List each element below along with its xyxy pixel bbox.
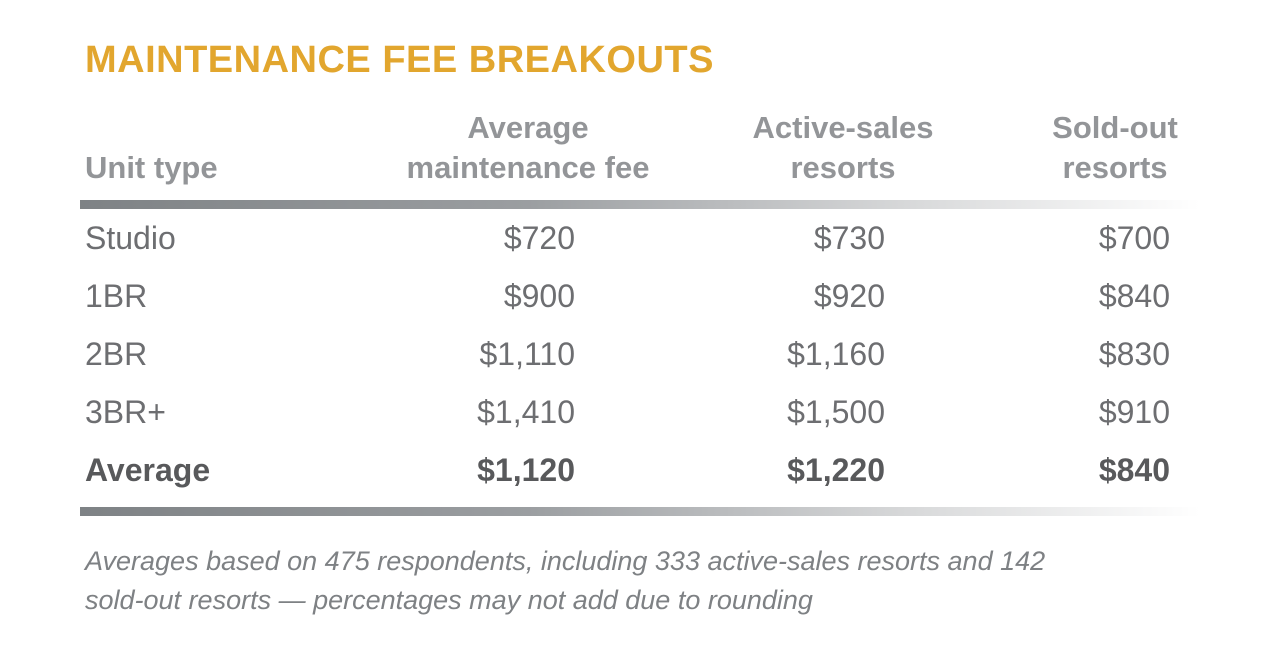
divider-rule-top bbox=[80, 200, 1200, 209]
page-title: MAINTENANCE FEE BREAKOUTS bbox=[85, 39, 714, 81]
cell-average-sold-out: $840 bbox=[1098, 451, 1170, 488]
cell-3br-plus-sold-out: $910 bbox=[1098, 393, 1170, 430]
cell-1br-active-sales: $920 bbox=[813, 277, 885, 314]
row-label-1br: 1BR bbox=[85, 277, 148, 314]
column-header-label: resorts bbox=[1062, 150, 1168, 185]
cell-studio-active-sales: $730 bbox=[813, 219, 885, 256]
column-header-label: resorts bbox=[790, 150, 896, 185]
column-header-label: maintenance fee bbox=[406, 150, 650, 185]
column-header-average-maintenance-fee: Average maintenance fee bbox=[360, 94, 650, 200]
column-header-label: Average bbox=[467, 110, 589, 145]
column-header-label: Active-sales bbox=[752, 110, 934, 145]
row-label-2br: 2BR bbox=[85, 335, 148, 372]
cell-average-active-sales: $1,220 bbox=[787, 451, 885, 488]
column-header-unit-type: Unit type bbox=[80, 134, 360, 200]
column-header-label: Sold-out bbox=[1052, 110, 1178, 145]
cell-studio-avg-fee: $720 bbox=[503, 219, 575, 256]
column-header-label: Unit type bbox=[85, 150, 218, 185]
footnote: Averages based on 475 respondents, inclu… bbox=[85, 542, 1200, 620]
row-label-studio: Studio bbox=[85, 219, 176, 256]
maintenance-fee-figure: MAINTENANCE FEE BREAKOUTS Unit type Aver… bbox=[80, 38, 1200, 620]
cell-2br-active-sales: $1,160 bbox=[787, 335, 885, 372]
cell-3br-plus-avg-fee: $1,410 bbox=[477, 393, 575, 430]
column-header-sold-out-resorts: Sold-out resorts bbox=[970, 94, 1200, 200]
fee-table: Unit type Average maintenance fee Active… bbox=[80, 94, 1200, 516]
column-header-active-sales-resorts: Active-sales resorts bbox=[650, 94, 970, 200]
cell-average-avg-fee: $1,120 bbox=[477, 451, 575, 488]
footnote-line-2: sold-out resorts — percentages may not a… bbox=[85, 585, 813, 615]
cell-3br-plus-active-sales: $1,500 bbox=[787, 393, 885, 430]
divider-rule-bottom bbox=[80, 507, 1200, 516]
cell-1br-avg-fee: $900 bbox=[503, 277, 575, 314]
row-label-average: Average bbox=[85, 451, 211, 488]
cell-studio-sold-out: $700 bbox=[1098, 219, 1170, 256]
cell-2br-avg-fee: $1,110 bbox=[479, 335, 576, 372]
footnote-line-1: Averages based on 475 respondents, inclu… bbox=[85, 546, 1046, 576]
row-label-3br-plus: 3BR+ bbox=[85, 393, 166, 430]
cell-1br-sold-out: $840 bbox=[1098, 277, 1170, 314]
cell-2br-sold-out: $830 bbox=[1098, 335, 1170, 372]
